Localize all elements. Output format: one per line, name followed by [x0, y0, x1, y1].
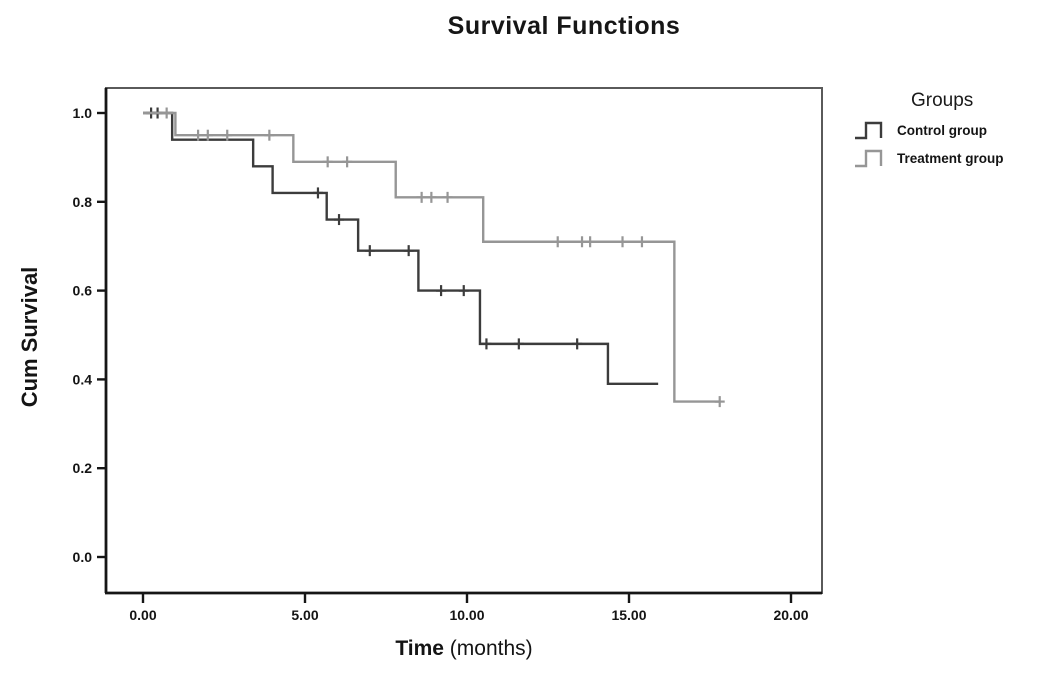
legend-entry-treatment-group: Treatment group	[853, 146, 1063, 170]
y-tick-label: 0.6	[73, 283, 93, 299]
y-tick-label: 0.8	[73, 194, 93, 210]
x-tick-label: 15.00	[611, 607, 646, 623]
legend-title: Groups	[911, 90, 974, 111]
y-tick-label: 0.4	[73, 371, 93, 387]
step-line-icon	[855, 149, 883, 168]
y-tick-label: 1.0	[73, 105, 93, 121]
y-tick-label: 0.2	[73, 460, 93, 476]
legend: Groups Control group Treatment group	[853, 90, 1063, 174]
x-tick-label: 10.00	[449, 607, 484, 623]
legend-label-treatment-group: Treatment group	[897, 150, 1004, 166]
treatment-group-curve	[143, 111, 720, 403]
y-tick-label: 0.0	[73, 549, 93, 565]
plot-border	[105, 87, 823, 594]
x-tick-label: 0.00	[129, 607, 156, 623]
x-tick-label: 5.00	[291, 607, 318, 623]
x-axis-label: Time (months)	[106, 637, 822, 661]
x-axis-label-units: (months)	[443, 637, 533, 660]
chart-title: Survival Functions	[447, 12, 681, 40]
x-axis-label-bold: Time	[395, 637, 444, 660]
legend-label-control-group: Control group	[897, 122, 987, 138]
y-axis-label: Cum Survival	[17, 266, 42, 408]
x-tick-label: 20.00	[773, 607, 808, 623]
step-line-icon	[855, 121, 883, 140]
legend-entry-control-group: Control group	[853, 118, 1063, 142]
